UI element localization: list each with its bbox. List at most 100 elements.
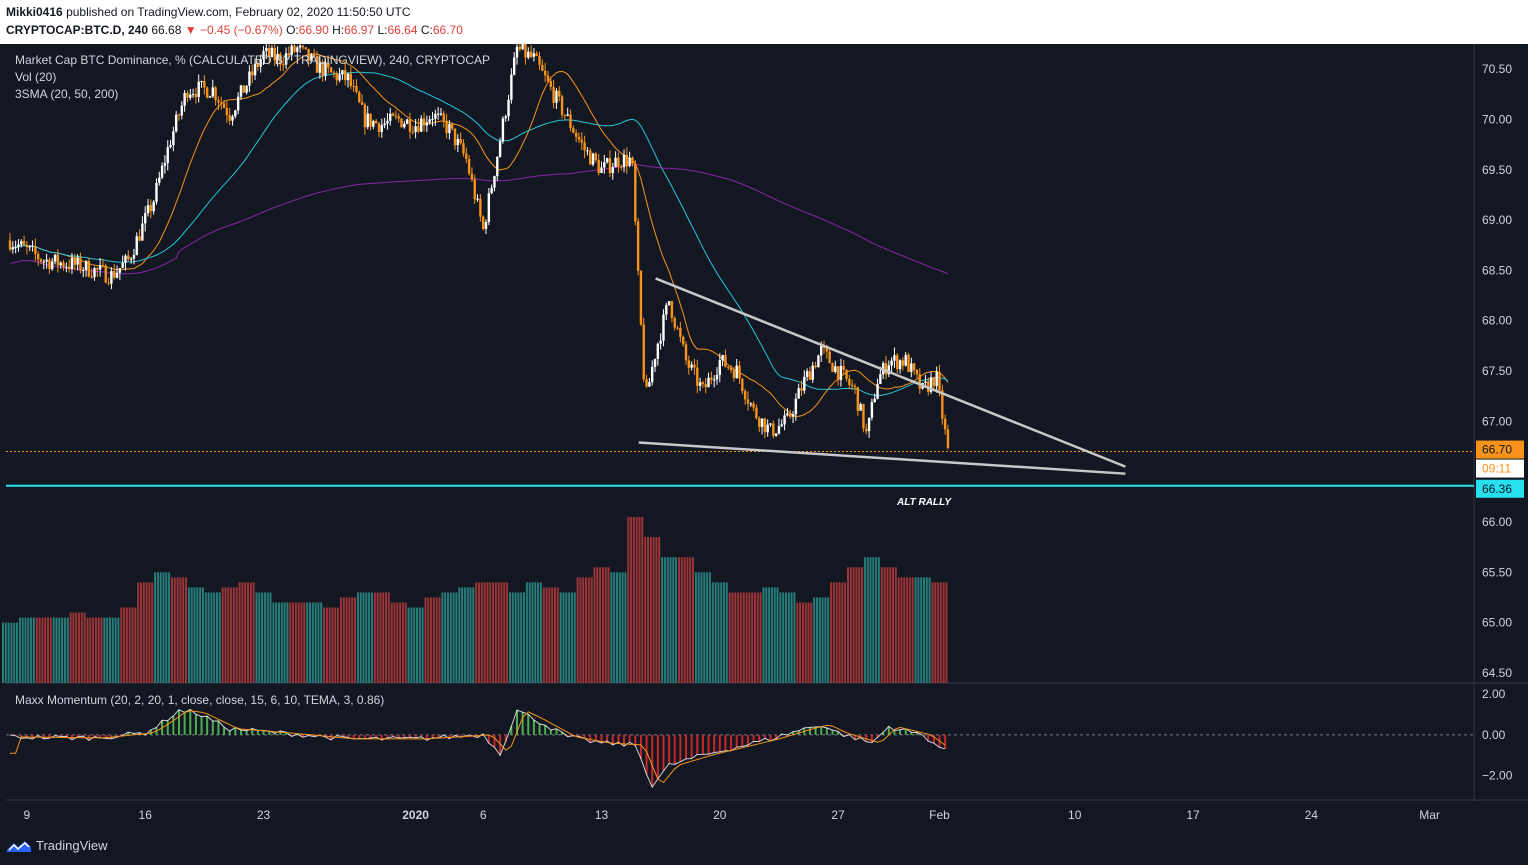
volume-bar (494, 582, 497, 683)
tradingview-brand[interactable]: TradingView (6, 838, 108, 853)
candle-body (715, 374, 719, 380)
time-tick-label: Feb (929, 808, 950, 822)
volume-bar (616, 572, 618, 683)
momentum-tick-label: 0.00 (1482, 728, 1506, 742)
volume-bar (162, 572, 165, 683)
volume-bar (230, 587, 233, 683)
volume-bar (447, 592, 449, 683)
brand-label: TradingView (36, 838, 108, 853)
volume-bar (601, 567, 604, 683)
volume-bar (458, 587, 461, 683)
volume-bar (362, 592, 365, 683)
candle-body (51, 261, 54, 270)
volume-bar (506, 582, 509, 683)
candle-body (262, 51, 265, 60)
candle-body (93, 268, 96, 278)
candle-body (681, 336, 685, 345)
support-price-label: 66.36 (1482, 482, 1512, 496)
candle-body (811, 365, 814, 380)
volume-bar (689, 557, 692, 683)
candle-body (512, 57, 516, 75)
volume-bar (587, 577, 590, 683)
sma-legend[interactable]: 3SMA (20, 50, 200) (15, 87, 119, 101)
candle-body (549, 80, 552, 87)
volume-bar (165, 572, 168, 683)
volume-bar (182, 577, 185, 683)
candle-body (273, 47, 276, 61)
candle-body (149, 205, 153, 212)
candle-body (834, 366, 837, 372)
candle-body (431, 118, 434, 120)
candle-body (794, 398, 798, 415)
candle-body (411, 131, 414, 133)
volume-bar (32, 617, 35, 683)
volume-bar (252, 582, 255, 683)
volume-bar (142, 582, 145, 683)
volume-bar (509, 592, 511, 683)
candle-body (310, 54, 313, 61)
volume-bar (742, 592, 745, 683)
volume-legend[interactable]: Vol (20) (15, 70, 57, 84)
volume-bar (55, 617, 58, 683)
symbol-label[interactable]: CRYPTOCAP:BTC.D, 240 (6, 23, 149, 37)
candle-body (28, 246, 31, 248)
volume-bar (300, 602, 303, 683)
candle-body (220, 102, 223, 104)
volume-bar (906, 577, 909, 683)
candle-body (397, 116, 400, 119)
volume-bar (770, 587, 773, 683)
high-label: H: (332, 23, 345, 37)
candle-body (879, 374, 882, 384)
time-tick-label: 9 (24, 808, 31, 822)
volume-bar (920, 577, 923, 683)
main-legend[interactable]: Market Cap BTC Dominance, % (CALCULATED … (15, 53, 491, 67)
author-name[interactable]: Mikki0416 (6, 5, 63, 19)
candle-body (276, 53, 279, 61)
candle-body (758, 418, 761, 427)
volume-bar (627, 516, 630, 683)
candle-body (524, 43, 527, 58)
price-tick-label: 68.50 (1482, 263, 1512, 277)
volume-bar (655, 537, 658, 683)
candle-body (39, 259, 43, 262)
momentum-legend[interactable]: Maxx Momentum (20, 2, 20, 1, close, clos… (15, 693, 385, 707)
volume-bar (418, 607, 421, 683)
candle-body (707, 377, 710, 388)
candle-body (760, 418, 764, 427)
volume-bar (294, 602, 297, 683)
volume-bar (241, 582, 244, 683)
candle-body (898, 360, 902, 370)
candle-body (836, 366, 840, 380)
volume-bar (497, 582, 500, 683)
candle-body (521, 43, 524, 50)
candle-body (166, 147, 169, 164)
volume-bar (500, 582, 503, 683)
volume-bar (663, 557, 666, 683)
candle-body (48, 259, 51, 270)
candle-body (180, 105, 184, 116)
volume-bar (424, 597, 427, 683)
volume-bar (523, 592, 525, 683)
candle-body (667, 301, 671, 305)
candle-body (242, 85, 245, 93)
volume-bar (368, 592, 371, 683)
candle-body (313, 54, 316, 57)
volume-bar (708, 572, 711, 683)
volume-bar (16, 622, 18, 683)
volume-bar (793, 592, 796, 683)
candle-body (662, 314, 665, 341)
candle-body (301, 45, 305, 48)
volume-bar (117, 617, 120, 683)
candle-body (141, 223, 144, 241)
sma-200-line (9, 164, 949, 275)
candle-body (814, 365, 817, 368)
volume-bar (756, 592, 759, 683)
candle-body (696, 367, 699, 386)
volume-bar (249, 582, 252, 683)
candle-body (186, 93, 189, 98)
volume-bar (393, 602, 396, 683)
candle-body (946, 429, 950, 448)
volume-bar (883, 567, 886, 683)
candles (8, 36, 950, 450)
